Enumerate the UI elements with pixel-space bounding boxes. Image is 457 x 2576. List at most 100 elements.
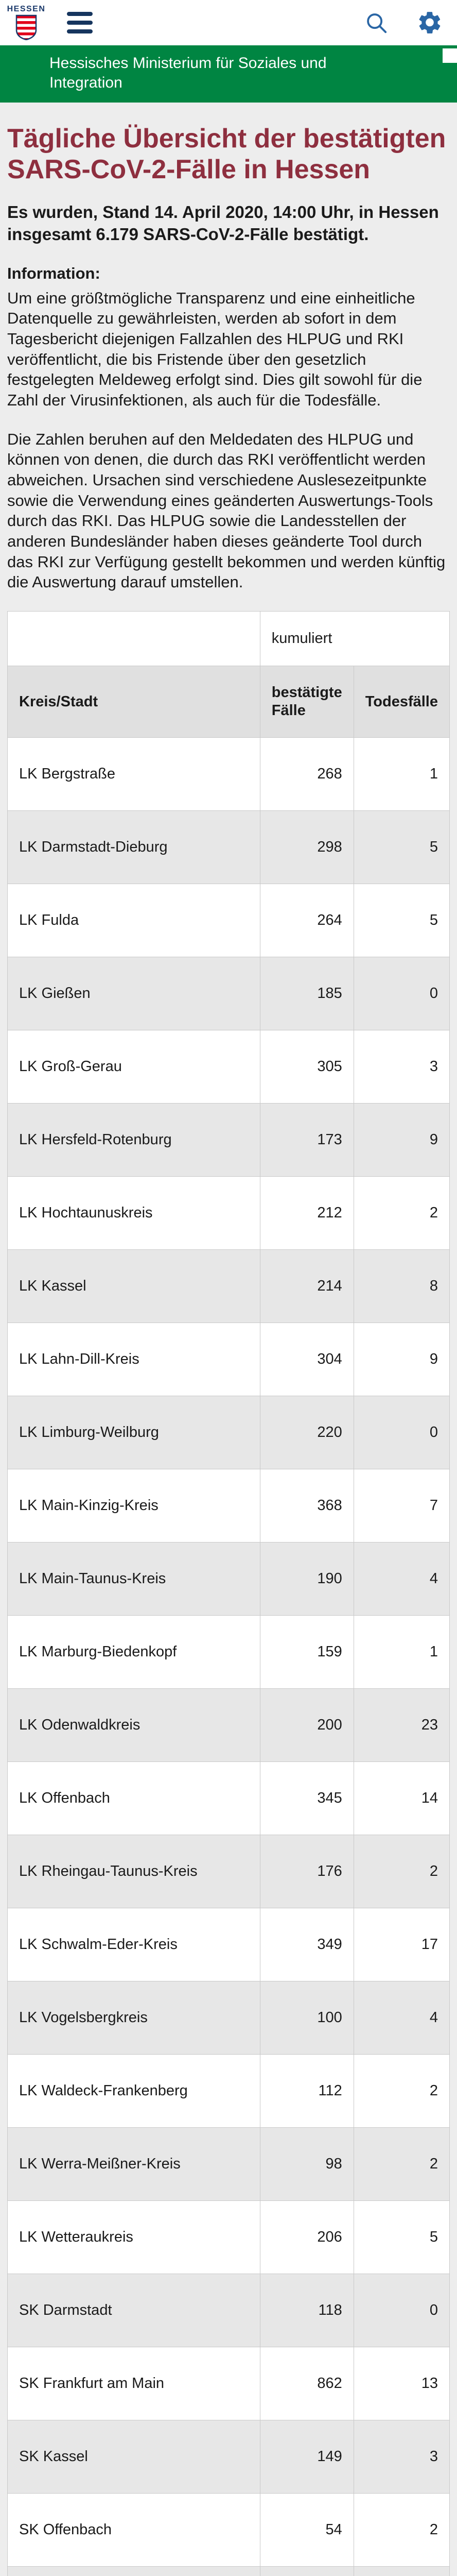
settings-button[interactable] [417, 10, 443, 36]
topbar-actions [364, 10, 443, 36]
menu-bar [67, 21, 93, 25]
region-name: LK Bergstraße [7, 737, 260, 811]
cases-value: 54 [259, 2493, 354, 2567]
region-name: LK Marburg-Biedenkopf [7, 1615, 260, 1689]
banner-corner-square [443, 48, 457, 63]
table-row: LK Kassel 214 8 [7, 1249, 450, 1323]
menu-button[interactable] [64, 9, 96, 37]
cases-value: 862 [259, 2346, 354, 2420]
menu-bar [67, 29, 93, 33]
region-name: LK Offenbach [7, 1761, 260, 1835]
deaths-value: 4 [353, 1980, 450, 2055]
table-row: LK Bergstraße 268 1 [7, 737, 450, 811]
deaths-value: 0 [353, 956, 450, 1030]
hessen-logo-text: HESSEN [7, 5, 46, 13]
cases-value: 349 [259, 1907, 354, 1981]
cases-value: 212 [259, 1176, 354, 1250]
deaths-value: 14 [353, 1761, 450, 1835]
deaths-value: 9 [353, 1322, 450, 1396]
cases-value: 250 [259, 2566, 354, 2576]
information-label: Information: [7, 264, 100, 282]
deaths-value: 1 [353, 737, 450, 811]
page-title: Tägliche Übersicht der bestätigten SARS-… [7, 124, 446, 185]
cases-value: 200 [259, 1688, 354, 1762]
table-row: LK Wetteraukreis 206 5 [7, 2200, 450, 2274]
table-row: SK Wiesbaden2506 [7, 2566, 450, 2576]
region-name: SK Kassel [7, 2419, 260, 2494]
info-paragraph-2: Die Zahlen beruhen auf den Meldedaten de… [7, 430, 446, 591]
deaths-value: 7 [353, 1468, 450, 1543]
region-name: LK Main-Kinzig-Kreis [7, 1468, 260, 1543]
region-name: LK Gießen [7, 956, 260, 1030]
region-name: LK Groß-Gerau [7, 1029, 260, 1104]
table-row: SK Offenbach 54 2 [7, 2493, 450, 2567]
table-row: LK Hochtaunuskreis 212 2 [7, 1176, 450, 1250]
gear-icon [419, 12, 441, 33]
deaths-value: 0 [353, 1395, 450, 1469]
region-name: SK Wiesbaden [7, 2566, 260, 2576]
region-name: LK Rheingau-Taunus-Kreis [7, 1834, 260, 1908]
cases-value: 268 [259, 737, 354, 811]
table-row: LK Schwalm-Eder-Kreis 349 17 [7, 1907, 450, 1981]
table-row: LK Waldeck-Frankenberg 112 2 [7, 2054, 450, 2128]
deaths-value: 9 [353, 1103, 450, 1177]
cases-value: 206 [259, 2200, 354, 2274]
table-row: LK Main-Taunus-Kreis 190 4 [7, 1541, 450, 1616]
deaths-value: 2 [353, 2127, 450, 2201]
column-header-kreis-stadt: Kreis/Stadt [7, 666, 260, 738]
region-name: LK Wetteraukreis [7, 2200, 260, 2274]
cases-value: 214 [259, 1249, 354, 1323]
deaths-value: 1 [353, 1615, 450, 1689]
region-name: LK Lahn-Dill-Kreis [7, 1322, 260, 1396]
cases-value: 173 [259, 1103, 354, 1177]
deaths-value: 2 [353, 2054, 450, 2128]
table-row: LK Lahn-Dill-Kreis 304 9 [7, 1322, 450, 1396]
table-corner-cell [7, 611, 260, 667]
deaths-value: 23 [353, 1688, 450, 1762]
hessen-coat-of-arms-icon [15, 14, 37, 40]
cases-value: 149 [259, 2419, 354, 2494]
deaths-value: 2 [353, 1176, 450, 1250]
cases-value: 298 [259, 810, 354, 884]
cases-value: 185 [259, 956, 354, 1030]
table-row: LK Vogelsbergkreis 100 4 [7, 1980, 450, 2055]
deaths-value: 2 [353, 1834, 450, 1908]
region-name: SK Frankfurt am Main [7, 2346, 260, 2420]
search-icon [367, 13, 387, 33]
region-name: LK Limburg-Weilburg [7, 1395, 260, 1469]
summary-statement: Es wurden, Stand 14. April 2020, 14:00 U… [7, 202, 439, 244]
region-name: LK Vogelsbergkreis [7, 1980, 260, 2055]
deaths-value: 5 [353, 2200, 450, 2274]
cases-value: 305 [259, 1029, 354, 1104]
cases-table-body: LK Bergstraße 268 1 LK Darmstadt-Dieburg 298… [7, 737, 450, 2576]
kumuliert-header: kumuliert [259, 611, 450, 667]
region-name: LK Darmstadt-Dieburg [7, 810, 260, 884]
table-row: LK Odenwaldkreis 200 23 [7, 1688, 450, 1762]
deaths-value: 5 [353, 883, 450, 957]
column-header-bestaetigte-faelle: bestätigte Fälle [259, 666, 354, 738]
deaths-value: 8 [353, 1249, 450, 1323]
cases-value: 118 [259, 2273, 354, 2347]
cases-value: 345 [259, 1761, 354, 1835]
cases-value: 112 [259, 2054, 354, 2128]
table-row: LK Offenbach 345 14 [7, 1761, 450, 1835]
hessen-logo[interactable]: HESSEN [6, 5, 46, 40]
table-row: LK Gießen 185 0 [7, 956, 450, 1030]
column-header-todesfaelle: Todesfälle [353, 666, 450, 738]
kumuliert-row: kumuliert [7, 611, 450, 667]
table-row: LK Fulda 264 5 [7, 883, 450, 957]
search-button[interactable] [364, 11, 388, 35]
table-row: LK Groß-Gerau 305 3 [7, 1029, 450, 1104]
table-row: LK Limburg-Weilburg 220 0 [7, 1395, 450, 1469]
cases-value: 304 [259, 1322, 354, 1396]
deaths-value: 3 [353, 1029, 450, 1104]
table-row: LK Darmstadt-Dieburg 298 5 [7, 810, 450, 884]
column-header-row: Kreis/Stadt bestätigte Fälle Todesfälle [7, 666, 450, 738]
cases-value: 264 [259, 883, 354, 957]
region-name: SK Offenbach [7, 2493, 260, 2567]
region-name: LK Schwalm-Eder-Kreis [7, 1907, 260, 1981]
table-row: LK Rheingau-Taunus-Kreis 176 2 [7, 1834, 450, 1908]
cases-value: 98 [259, 2127, 354, 2201]
region-name: LK Fulda [7, 883, 260, 957]
region-name: LK Kassel [7, 1249, 260, 1323]
